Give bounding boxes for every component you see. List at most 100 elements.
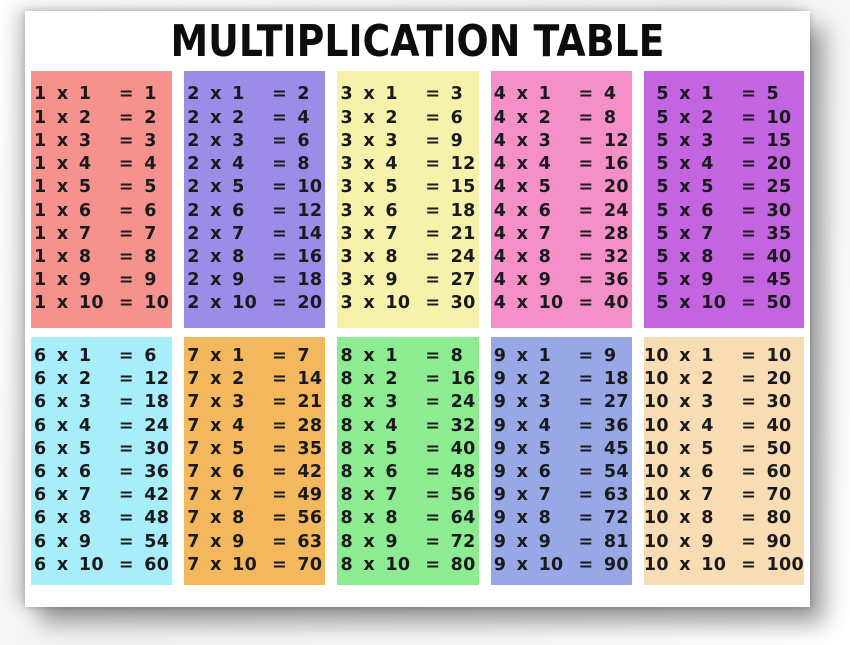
equation-result: = 80 [741, 508, 792, 529]
equation-row: 8 x 1 = 8 [341, 345, 476, 368]
equation-row: 7 x 7 = 49 [187, 484, 322, 507]
equation-result: = 45 [578, 438, 629, 459]
equation-expression: 8 x 10 [340, 554, 411, 575]
equation-result: = 90 [741, 531, 792, 552]
equation-row: 2 x 6 = 12 [187, 200, 322, 223]
equation-expression: 5 x 6 [656, 200, 714, 221]
equation-row: 9 x 9 = 81 [494, 531, 629, 554]
equation-expression: 3 x 2 [340, 107, 398, 128]
equation-row: 4 x 8 = 32 [494, 246, 629, 269]
equation-result: = 56 [425, 485, 476, 506]
equation-row: 1 x 7 = 7 [34, 223, 169, 246]
equation-row: 5 x 4 = 20 [656, 153, 791, 176]
equation-row: 7 x 4 = 28 [187, 415, 322, 438]
equation-expression: 9 x 1 [493, 345, 552, 366]
equation-expression: 10 x 3 [643, 392, 714, 413]
equation-row: 4 x 6 = 24 [494, 200, 629, 223]
equation-expression: 4 x 6 [493, 200, 552, 221]
equation-expression: 9 x 5 [493, 438, 552, 459]
equation-row: 3 x 6 = 18 [341, 200, 476, 223]
equation-expression: 7 x 1 [187, 345, 245, 366]
equation-row: 7 x 6 = 42 [187, 461, 322, 484]
equation-result: = 18 [578, 369, 629, 390]
tables-grid: 1 x 1 = 1 1 x 2 = 2 1 x 3 = 3 1 x 4 = 4 1 x 5 = 5… [25, 71, 810, 597]
equation-expression: 6 x 2 [34, 369, 92, 390]
equation-row: 7 x 8 = 56 [187, 507, 322, 530]
equation-result: = 7 [272, 345, 310, 366]
equation-result: = 36 [578, 415, 629, 436]
equation-result: = 10 [118, 293, 170, 314]
equation-expression: 3 x 8 [340, 246, 398, 267]
equation-result: = 24 [578, 200, 629, 221]
equation-result: = 70 [741, 485, 792, 506]
equation-result: = 24 [425, 246, 476, 267]
equation-expression: 6 x 6 [34, 462, 92, 482]
equation-expression: 4 x 7 [493, 223, 552, 244]
equation-result: = 81 [578, 531, 629, 552]
equation-result: = 42 [272, 462, 323, 482]
equation-result: = 36 [578, 270, 629, 291]
equation-row: 9 x 6 = 54 [494, 461, 629, 484]
equation-row: 8 x 7 = 56 [341, 484, 476, 507]
equation-result: = 24 [118, 415, 170, 436]
equation-row: 5 x 9 = 45 [656, 269, 791, 292]
equation-result: = 100 [741, 554, 804, 575]
equation-result: = 20 [741, 369, 792, 390]
equation-expression: 2 x 4 [187, 154, 245, 175]
equation-row: 10 x 9 = 90 [644, 531, 804, 554]
equation-expression: 1 x 6 [34, 200, 92, 221]
equation-row: 6 x 5 = 30 [34, 438, 169, 461]
equation-expression: 4 x 4 [493, 154, 552, 175]
equation-expression: 6 x 3 [34, 392, 92, 413]
equation-row: 1 x 9 = 9 [34, 269, 169, 292]
equation-result: = 15 [425, 177, 476, 198]
equation-expression: 1 x 1 [34, 84, 92, 105]
equation-expression: 6 x 4 [34, 415, 92, 436]
equation-expression: 1 x 5 [34, 177, 92, 198]
equation-result: = 10 [272, 177, 323, 198]
equation-result: = 30 [741, 392, 792, 413]
equation-expression: 1 x 10 [34, 293, 104, 314]
equation-row: 9 x 4 = 36 [494, 415, 629, 438]
equation-list: 2 x 1 = 2 2 x 2 = 4 2 x 3 = 6 2 x 4 = 8 2 x 5 = 1… [187, 83, 322, 315]
equation-expression: 3 x 10 [340, 293, 411, 314]
equation-expression: 8 x 3 [340, 392, 398, 413]
equation-list: 10 x 1 = 10 10 x 2 = 20 10 x 3 = 30 10 x 4 = 40… [644, 345, 804, 577]
equation-expression: 10 x 9 [643, 531, 714, 552]
equation-result: = 4 [118, 154, 157, 175]
equation-row: 8 x 2 = 16 [341, 368, 476, 391]
equation-row: 8 x 3 = 24 [341, 391, 476, 414]
equation-expression: 6 x 9 [34, 531, 92, 552]
equation-expression: 1 x 7 [34, 223, 92, 244]
equation-row: 3 x 1 = 3 [341, 83, 476, 106]
equation-expression: 3 x 7 [340, 223, 398, 244]
equation-result: = 6 [118, 200, 157, 221]
equation-row: 5 x 8 = 40 [656, 246, 791, 269]
equation-expression: 7 x 9 [187, 531, 245, 552]
equation-row: 10 x 4 = 40 [644, 415, 804, 438]
equation-expression: 9 x 2 [493, 369, 552, 390]
equation-result: = 6 [425, 107, 464, 128]
equation-expression: 6 x 5 [34, 438, 92, 459]
equation-list: 1 x 1 = 1 1 x 2 = 2 1 x 3 = 3 1 x 4 = 4 1 x 5 = 5… [34, 83, 169, 315]
equation-result: = 4 [578, 84, 617, 105]
equation-row: 2 x 9 = 18 [187, 269, 322, 292]
equation-result: = 8 [118, 246, 157, 267]
equation-expression: 4 x 1 [493, 84, 552, 105]
times-table-card-10: 10 x 1 = 10 10 x 2 = 20 10 x 3 = 30 10 x 4 = 40… [643, 337, 804, 585]
equation-row: 9 x 3 = 27 [494, 391, 629, 414]
equation-row: 6 x 2 = 12 [34, 368, 169, 391]
equation-expression: 2 x 8 [187, 246, 245, 267]
equation-result: = 25 [741, 177, 792, 198]
equation-result: = 9 [578, 345, 617, 366]
equation-result: = 50 [741, 293, 792, 314]
equation-expression: 4 x 8 [493, 246, 552, 267]
equation-result: = 35 [272, 438, 323, 459]
equation-expression: 5 x 4 [656, 154, 714, 175]
equation-expression: 2 x 10 [187, 293, 258, 314]
